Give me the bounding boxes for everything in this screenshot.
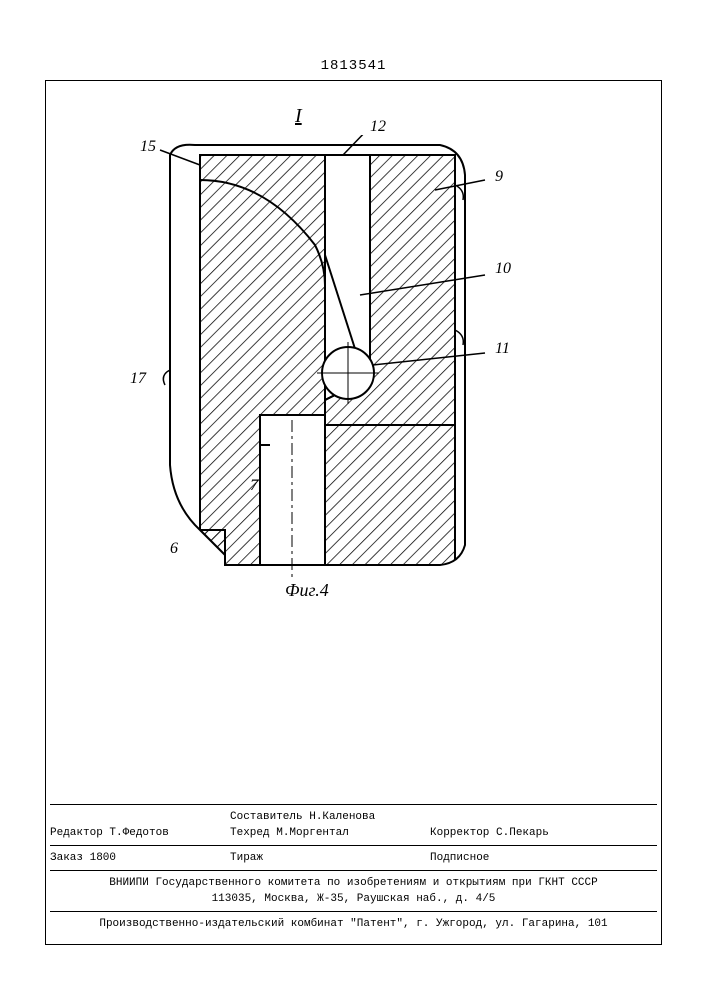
footer-section: Составитель Н.Каленова Редактор Т.Федото… [50,800,657,932]
corrector-label: Корректор [430,827,489,839]
order: Заказ 1800 [50,852,230,864]
org-line1: ВНИИПИ Государственного комитета по изоб… [50,875,657,891]
techred: М.Моргентал [276,827,349,839]
compiler: Составитель Н.Каленова [230,811,430,823]
publisher: Производственно-издательский комбинат "П… [50,916,657,932]
callout-15: 15 [140,138,156,156]
diagram-svg [145,135,525,585]
circulation: Тираж [230,852,430,864]
right-lower-block [325,425,455,565]
detail-marker: I [295,105,302,128]
callout-11: 11 [495,340,510,358]
figure-label: Фиг.4 [285,580,329,601]
callout-7: 7 [250,477,258,495]
callout-12: 12 [370,118,386,136]
org-line2: 113035, Москва, Ж-35, Раушская наб., д. … [50,891,657,907]
editor-label: Редактор [50,827,103,839]
callout-9: 9 [495,168,503,186]
callout-17: 17 [130,370,146,388]
technical-diagram [145,135,525,585]
block-6 [175,530,225,565]
techred-label: Техред [230,827,270,839]
corrector: С.Пекарь [496,827,549,839]
callout-6: 6 [170,540,178,558]
editor: Т.Федотов [109,827,168,839]
patent-number: 1813541 [321,58,387,74]
subscription: Подписное [430,852,610,864]
callout-10: 10 [495,260,511,278]
leader-15 [160,150,200,165]
